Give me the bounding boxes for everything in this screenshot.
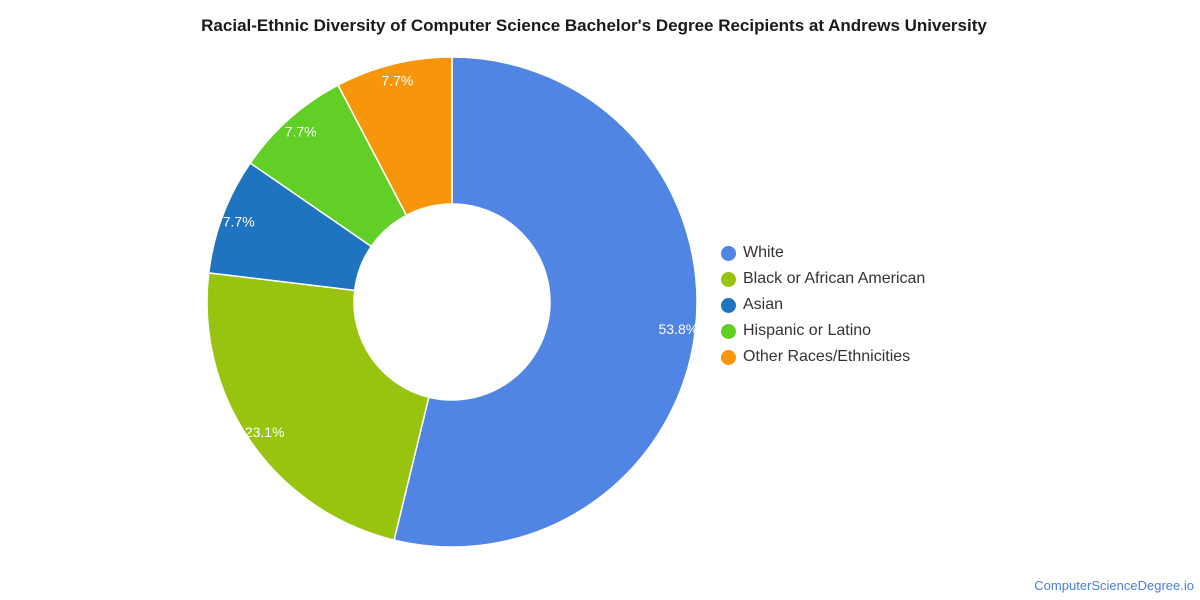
legend-item[interactable]: Asian: [721, 292, 925, 318]
legend-label: Hispanic or Latino: [743, 322, 872, 339]
legend-swatch: [721, 323, 736, 339]
legend-swatch: [721, 349, 736, 365]
legend-label: Other Races/Ethnicities: [743, 348, 911, 365]
legend-item[interactable]: Hispanic or Latino: [721, 318, 925, 344]
slice-other-races-ethnicities[interactable]: [337, 56, 453, 217]
slice-label: 7.7%: [381, 73, 413, 89]
chart-title: Racial-Ethnic Diversity of Computer Scie…: [201, 16, 987, 35]
slice-white[interactable]: [393, 56, 698, 548]
legend-swatch: [721, 271, 736, 287]
legend-swatch: [721, 245, 736, 261]
slice-black-or-african-american[interactable]: [206, 271, 430, 541]
legend-swatch: [721, 297, 736, 313]
legend-item[interactable]: White: [721, 240, 925, 266]
legend-label: Asian: [743, 296, 784, 313]
legend-item[interactable]: Black or African American: [721, 266, 925, 292]
legend-label: Black or African American: [743, 270, 926, 287]
legend-item[interactable]: Other Races/Ethnicities: [721, 344, 925, 370]
slice-label: 7.7%: [223, 213, 255, 229]
source-link[interactable]: ComputerScienceDegree.io: [1034, 578, 1194, 593]
chart-legend: White Black or African American Asian Hispa…: [721, 240, 925, 370]
slice-label: 53.8%: [659, 321, 699, 337]
slice-label: 7.7%: [285, 123, 317, 139]
slice-label: 23.1%: [245, 424, 285, 440]
legend-label: White: [743, 244, 784, 261]
